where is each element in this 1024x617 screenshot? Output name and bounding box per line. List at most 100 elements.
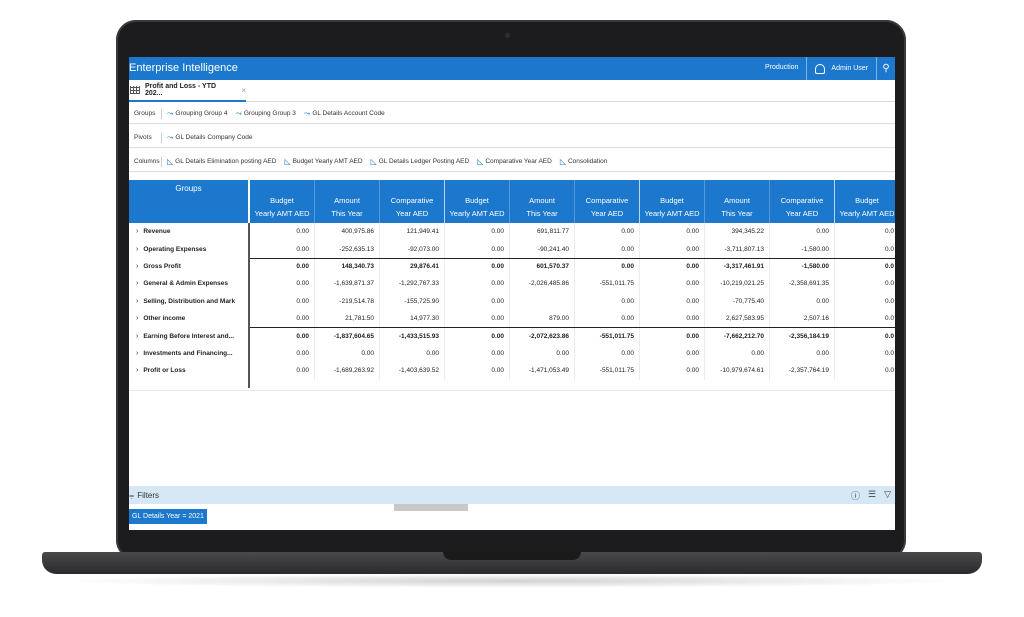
chevron-right-icon[interactable]: › <box>136 315 139 323</box>
column-header-line: Year AED <box>395 209 429 218</box>
column-header-line: Amount <box>529 196 555 205</box>
row-label: General & Admin Expenses <box>143 280 228 288</box>
column-chip[interactable]: ◺ GL Details Ledger Posting AED <box>371 157 470 166</box>
chevron-right-icon[interactable]: › <box>136 262 139 270</box>
measure-icon: ◺ <box>559 157 566 166</box>
group-row-label[interactable]: › Investments and Financing... <box>129 345 248 362</box>
table-cell: -10,219,021.25 <box>705 275 770 293</box>
chip-label: GL Details Company Code <box>175 134 253 141</box>
filters-actions: ⓘ ☰ ▽ <box>851 489 891 502</box>
user-icon <box>815 63 826 74</box>
table-cell: 0.0 <box>835 362 895 379</box>
filter-chip[interactable]: GL Details Year = 2021 <box>129 509 207 524</box>
column-header[interactable]: Comparative Year AED <box>575 180 640 223</box>
app-title: Enterprise Intelligence <box>129 62 238 74</box>
column-chip[interactable]: ◺ GL Details Elimination posting AED <box>167 157 276 166</box>
table-row: 0.00 -252,635.13 -92,073.00 0.00 -90,241.40 0… <box>250 240 895 258</box>
tab-bar: Profit and Loss - YTD 202... × <box>129 80 895 102</box>
groups-bar-label: Groups <box>134 110 156 117</box>
group-row-label[interactable]: › Revenue <box>129 223 248 240</box>
table-cell: 0.00 <box>250 240 315 258</box>
wrench-icon[interactable]: ⚲ <box>882 63 890 74</box>
close-icon[interactable]: × <box>241 85 246 95</box>
laptop-notch <box>443 552 581 560</box>
table-cell: 2,507.16 <box>770 309 835 328</box>
user-menu[interactable]: Admin User <box>807 57 877 80</box>
group-row-label[interactable]: › Earning Before Interest and... <box>129 327 248 344</box>
column-chip[interactable]: ◺ Consolidation <box>560 157 608 166</box>
table-cell: 0.00 <box>575 344 640 363</box>
columns-bar-label: Columns <box>134 158 160 165</box>
chevron-right-icon[interactable]: › <box>136 228 139 236</box>
chevron-right-icon[interactable]: › <box>136 367 139 375</box>
group-chip[interactable]: ⤳ Grouping Group 4 <box>167 109 227 119</box>
top-bar: Enterprise Intelligence Production Admin… <box>129 57 895 80</box>
table-cell: 0.00 <box>640 223 705 241</box>
table-cell: -10,979,674.61 <box>705 362 770 380</box>
column-header-line: Comparative <box>585 196 629 205</box>
table-cell: 0.00 <box>250 223 315 241</box>
table-cell: 121,949.41 <box>380 223 445 241</box>
column-chip[interactable]: ◺ Budget Yearly AMT AED <box>284 157 362 166</box>
divider <box>161 132 162 143</box>
column-header-line: Budget <box>465 196 489 205</box>
table-cell: 0.00 <box>575 258 640 276</box>
funnel-icon[interactable]: ▽ <box>884 489 891 499</box>
list-icon[interactable]: ☰ <box>868 489 877 499</box>
info-icon[interactable]: ⓘ <box>850 491 860 501</box>
table-cell: 0.00 <box>640 328 705 345</box>
chevron-right-icon[interactable]: › <box>136 245 139 253</box>
chip-label: Budget Yearly AMT AED <box>292 158 363 165</box>
chip-label: GL Details Account Code <box>312 110 385 117</box>
table-cell <box>510 292 575 310</box>
group-row-label[interactable]: › Gross Profit <box>129 258 248 275</box>
column-header[interactable]: Budget Yearly AMT AED <box>250 180 315 223</box>
tab-profit-and-loss[interactable]: Profit and Loss - YTD 202... × <box>129 80 246 102</box>
groups-header[interactable]: Groups <box>129 180 248 223</box>
table-cell: 0.00 <box>640 292 705 310</box>
measure-icon: ◺ <box>167 157 174 166</box>
environment-label[interactable]: Production <box>757 57 808 80</box>
table-cell: 0.00 <box>250 362 315 380</box>
table-cell: 0.00 <box>510 344 575 363</box>
divider <box>161 156 162 167</box>
column-header[interactable]: Budget Yearly AMT AED <box>640 180 705 223</box>
chevron-right-icon[interactable]: › <box>136 280 139 288</box>
column-header[interactable]: Amount This Year <box>510 180 575 223</box>
group-row-label[interactable]: › General & Admin Expenses <box>129 275 248 292</box>
column-header-line: Comparative <box>780 196 824 205</box>
row-label: Gross Profit <box>143 262 181 270</box>
column-header[interactable]: Comparative Year AED <box>380 180 445 223</box>
table-cell: 0.00 <box>250 292 315 310</box>
column-header[interactable]: Budget Yearly AMT AED <box>445 180 510 223</box>
table-row: 0.00 -219,514.78 -155,725.90 0.00 0.00 0.00 -7… <box>250 292 895 310</box>
column-header[interactable]: Budget Yearly AMT AED <box>835 180 895 223</box>
group-chip[interactable]: ⤳ Grouping Group 3 <box>235 109 295 119</box>
group-row-label[interactable]: › Operating Expenses <box>129 240 248 257</box>
chevron-right-icon[interactable]: › <box>136 332 139 340</box>
table-cell: -155,725.90 <box>380 292 445 310</box>
top-bar-actions: Production Admin User ⚲ <box>757 57 895 80</box>
measure-icon: ◺ <box>477 157 484 166</box>
chevron-right-icon[interactable]: › <box>136 349 139 357</box>
group-row-label[interactable]: › Selling, Distribution and Mark <box>129 293 248 310</box>
table-cell: 0.00 <box>445 328 510 345</box>
group-row-label[interactable]: › Profit or Loss <box>129 362 248 379</box>
column-header[interactable]: Amount This Year <box>705 180 770 223</box>
row-label: Earning Before Interest and... <box>143 332 235 340</box>
group-row-label[interactable]: › Other income <box>129 310 248 327</box>
group-chip[interactable]: ⤳ GL Details Account Code <box>304 109 385 119</box>
column-chip[interactable]: ◺ Comparative Year AED <box>477 157 552 166</box>
pivot-chip[interactable]: ⤳ GL Details Company Code <box>167 133 252 143</box>
column-header[interactable]: Comparative Year AED <box>770 180 835 223</box>
chip-label: Comparative Year AED <box>485 158 552 165</box>
table-cell: 2,627,583.95 <box>705 309 770 328</box>
chevron-right-icon[interactable]: › <box>136 297 139 305</box>
table-cell: 0.00 <box>770 344 835 363</box>
chip-label: Consolidation <box>567 158 608 165</box>
divider <box>161 108 162 119</box>
table-cell: 0.00 <box>445 309 510 328</box>
horizontal-scrollbar[interactable] <box>394 503 468 511</box>
row-label: Selling, Distribution and Mark <box>143 297 236 305</box>
column-header[interactable]: Amount This Year <box>315 180 380 223</box>
